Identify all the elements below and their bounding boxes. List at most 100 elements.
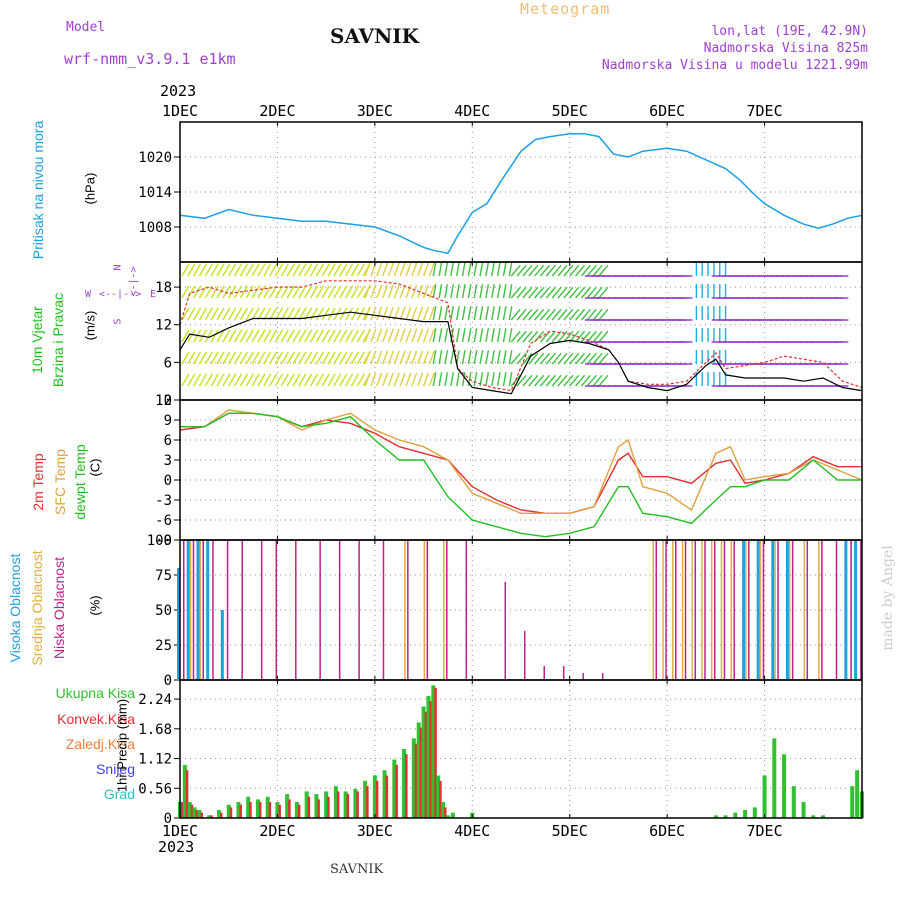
convective-precip-bar xyxy=(419,727,423,818)
wind-arrow xyxy=(422,350,430,365)
wind-arrow xyxy=(204,263,213,277)
wind-arrow xyxy=(381,372,389,387)
wind-arrow xyxy=(432,284,437,299)
year-bottom: 2023 xyxy=(158,838,195,856)
low-cloud-bar xyxy=(465,540,468,680)
mid-cloud-bar xyxy=(672,540,674,680)
wind-arrow xyxy=(580,330,591,343)
precip-ytick-label: 1.68 xyxy=(138,722,172,738)
convective-precip-bar xyxy=(200,812,203,818)
wind-arrow xyxy=(181,329,190,343)
wind-arrow xyxy=(239,329,249,343)
wind-arrow xyxy=(444,284,449,299)
wind-arrow xyxy=(496,350,501,365)
legend-frozen-precip: Zaledj.Kisa xyxy=(65,736,135,752)
dewpt-line xyxy=(180,412,862,538)
wind-arrow xyxy=(508,284,513,299)
wind-arrow xyxy=(239,307,249,321)
wind-arrow xyxy=(428,350,435,365)
total-precip-bar xyxy=(192,807,197,818)
convective-precip-bar xyxy=(195,810,199,818)
wind-arrow xyxy=(411,350,418,365)
total-precip-bar xyxy=(207,815,212,818)
wind-arrow xyxy=(387,328,394,343)
wind-arrow xyxy=(350,263,360,277)
high-cloud-bar xyxy=(844,540,848,680)
wind-arrow xyxy=(198,307,208,321)
wind-arrow xyxy=(274,263,284,277)
wind-arrow xyxy=(575,374,586,387)
wind-arrow xyxy=(393,284,400,299)
wind-arrow xyxy=(251,285,260,299)
wind-arrow xyxy=(274,329,284,343)
total-precip-bar xyxy=(762,775,767,818)
wind-arrow xyxy=(251,351,260,365)
wind-arrow xyxy=(491,262,495,277)
wind-arrow xyxy=(545,308,556,321)
convective-precip-bar xyxy=(336,791,340,818)
wind-arrow xyxy=(387,372,394,387)
wind-arrow xyxy=(333,329,342,343)
wind-arrow xyxy=(534,308,545,321)
precip-frame xyxy=(179,679,863,819)
wind-arrow xyxy=(411,262,418,277)
wind-arrow xyxy=(444,372,449,387)
convective-precip-bar xyxy=(268,802,272,818)
wind-arrow xyxy=(370,284,377,299)
wind-arrow xyxy=(528,308,539,321)
lonlat-label: lon,lat (19E, 42.9N) xyxy=(711,24,868,39)
wind-arrow xyxy=(598,308,609,321)
wind-arrow xyxy=(551,286,562,299)
wind-arrow xyxy=(575,352,586,365)
low-cloud-bar xyxy=(860,540,862,680)
wind-arrow xyxy=(286,263,295,277)
wind-arrow xyxy=(422,372,430,387)
wind-arrow xyxy=(411,306,418,321)
wind-arrow xyxy=(438,284,443,299)
high-cloud-bar xyxy=(177,568,180,680)
wind-arrow xyxy=(502,350,507,365)
total-precip-bar xyxy=(343,791,348,818)
total-precip-bar xyxy=(426,695,431,818)
total-precip-bar xyxy=(353,788,358,818)
wind-arrow xyxy=(333,373,342,387)
total-precip-bar xyxy=(246,796,251,818)
x-tick-label-bottom: 6DEC xyxy=(649,822,685,840)
wind-arrow xyxy=(592,374,603,387)
wind-arrow xyxy=(485,372,490,387)
wind-arrow xyxy=(467,306,472,321)
high-cloud-bar xyxy=(785,540,789,680)
wind-arrow xyxy=(181,285,190,299)
wind-arrow xyxy=(485,262,490,277)
wind-arrow xyxy=(333,285,342,299)
clouds-ytick-label: 25 xyxy=(155,638,172,654)
compass-w: W xyxy=(85,289,92,300)
wind-arrow xyxy=(432,262,437,277)
wind-arrow xyxy=(508,262,513,277)
wind-arrow xyxy=(298,351,307,365)
wind-arrow xyxy=(245,351,254,365)
low-cloud-bar xyxy=(601,673,604,680)
wind-arrow xyxy=(187,373,196,387)
wind-arrow xyxy=(257,329,266,343)
wind-arrow xyxy=(321,307,330,321)
wind-arrow xyxy=(309,307,319,321)
mid-cloud-bar xyxy=(701,540,703,680)
wind-arrow xyxy=(491,350,495,365)
wind-arrow xyxy=(557,352,568,365)
low-cloud-bar xyxy=(358,540,360,680)
wind-arrow xyxy=(539,264,551,277)
temperature-ytick-label: -9 xyxy=(155,533,172,549)
wind-arrow xyxy=(187,351,196,365)
wind-arrow xyxy=(502,284,507,299)
wind-arrow xyxy=(473,262,478,277)
wind-arrow xyxy=(510,264,521,277)
temperature-frame xyxy=(179,399,863,541)
wind-arrow xyxy=(222,351,231,365)
station-title: SAVNIK xyxy=(330,24,420,48)
wind-arrow xyxy=(467,328,472,343)
wind-arrow xyxy=(422,306,430,321)
low-cloud-bar xyxy=(212,540,214,680)
wind-arrow xyxy=(216,285,225,299)
low-cloud-bar xyxy=(821,540,823,680)
